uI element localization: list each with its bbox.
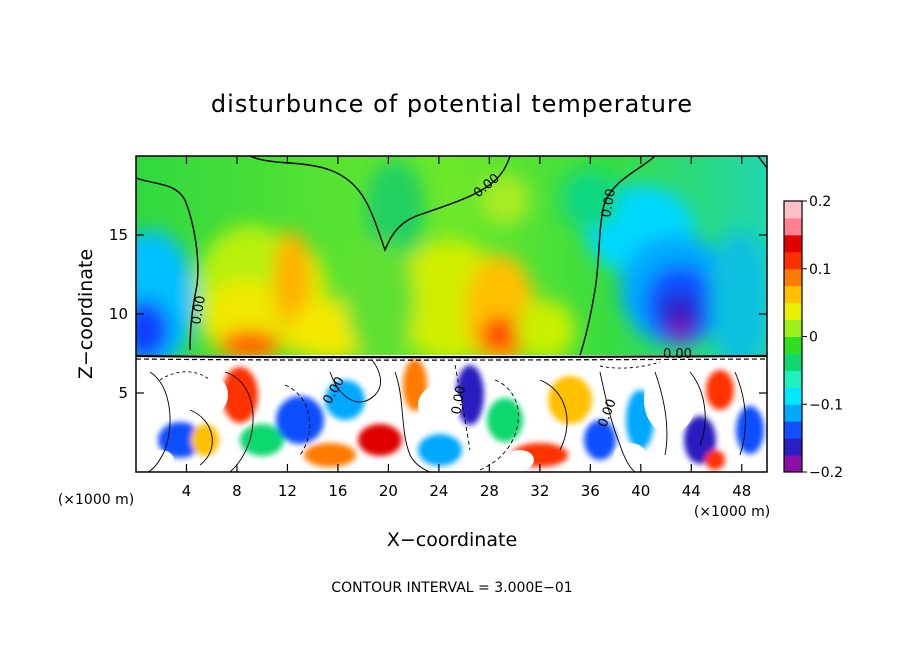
colorbar-swatch	[784, 234, 802, 253]
y-tick-label: 10	[109, 305, 128, 323]
colorbar-swatch	[784, 285, 802, 304]
x-tick-label: 28	[480, 482, 499, 500]
colorbar-swatch	[784, 455, 802, 473]
y-tick-label: 15	[109, 226, 128, 244]
colorbar-swatch	[784, 353, 802, 371]
x-tick-label: 32	[530, 482, 549, 500]
colorbar-tick-label: −0.2	[809, 465, 843, 481]
colorbar-tick-label: 0	[809, 330, 818, 346]
colorbar-swatch	[784, 421, 802, 439]
x-unit-label-left: (×1000 m)	[58, 492, 134, 508]
contour-label: 0.00	[189, 295, 209, 326]
x-tick-label: 4	[182, 482, 192, 500]
contour-label: 0.00	[449, 385, 469, 416]
contour-lines	[136, 156, 767, 361]
x-tick-label: 16	[328, 482, 347, 500]
heatmap-field	[136, 156, 767, 472]
x-tick-label: 12	[278, 482, 297, 500]
x-tick-label: 40	[631, 482, 650, 500]
x-tick-label: 24	[429, 482, 448, 500]
x-unit-label-right: (×1000 m)	[694, 504, 770, 520]
colorbar-tick-label: 0.2	[809, 194, 831, 210]
contour-interval-note: CONTOUR INTERVAL = 3.000E−01	[331, 580, 572, 596]
x-axis-label: X−coordinate	[387, 529, 517, 551]
colorbar-swatch	[784, 370, 802, 388]
y-axis-label: Z−coordinate	[75, 249, 97, 379]
colorbar-swatch	[784, 438, 802, 456]
colorbar-tick-label: 0.1	[809, 262, 831, 278]
y-axis: 5 10 15	[109, 226, 767, 402]
colorbar-swatch	[784, 201, 802, 219]
contour-label: 0.00	[663, 347, 692, 362]
colorbar-swatch	[784, 387, 802, 405]
colorbar-swatch	[784, 268, 802, 287]
x-tick-label: 20	[379, 482, 398, 500]
contour-label: 0.00	[599, 188, 619, 219]
x-tick-label: 36	[581, 482, 600, 500]
x-tick-label: 48	[732, 482, 751, 500]
colorbar-tick-label: −0.1	[809, 397, 843, 413]
x-tick-label: 44	[682, 482, 701, 500]
colorbar-swatch	[784, 319, 802, 337]
colorbar: 0.2 0.1 0 −0.1 −0.2	[783, 194, 843, 481]
colorbar-swatch	[784, 251, 802, 270]
y-tick-label: 5	[118, 384, 128, 402]
colorbar-swatch	[784, 404, 802, 422]
x-tick-label: 8	[232, 482, 242, 500]
colorbar-swatch	[784, 302, 802, 321]
x-axis: 4 8 12 16 20 24 28 32 36 40 44 48	[182, 156, 751, 500]
colorbar-swatch	[784, 217, 802, 236]
chart-title: disturbunce of potential temperature	[211, 90, 693, 118]
colorbar-swatch	[784, 336, 802, 354]
